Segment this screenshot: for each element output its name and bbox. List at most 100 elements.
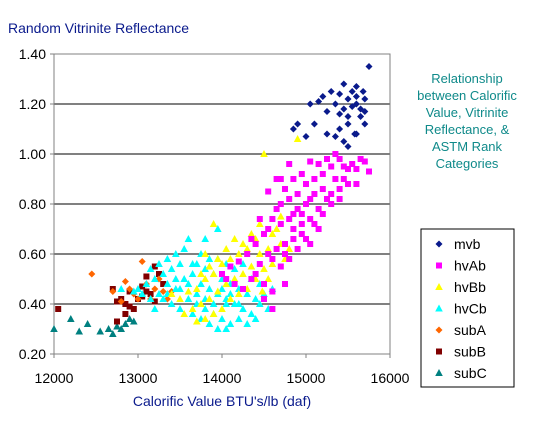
point-mvb [361,108,369,115]
point-hvAb [311,191,318,197]
point-hvBb [218,305,226,312]
point-hvAb [231,281,238,287]
point-hvAb [349,161,356,167]
point-mvb [310,120,318,128]
point-hvBb [188,305,197,312]
point-mvb [344,120,352,128]
point-hvAb [252,271,259,277]
point-hvAb [328,191,335,197]
point-hvCb [176,260,184,267]
point-hvAb [265,188,272,195]
y-tick-label: 0.60 [19,246,46,262]
point-hvCb [188,270,197,277]
point-hvAb [269,288,276,295]
point-hvAb [240,286,246,292]
point-hvAb [340,176,347,182]
point-hvAb [298,231,305,237]
point-hvCb [201,235,209,242]
point-hvAb [294,206,301,212]
point-hvAb [332,176,339,182]
data-points [50,63,373,337]
point-subB [122,311,129,317]
point-mvb [361,120,369,128]
series-hvAb [219,151,372,312]
point-hvBb [293,135,302,142]
point-hvAb [294,246,301,252]
point-hvCb [151,305,159,312]
point-hvBb [214,287,222,295]
point-subB [151,263,158,270]
point-subC [117,325,125,332]
point-subC [125,315,134,322]
point-hvBb [197,300,205,307]
point-mvb [344,143,352,150]
point-hvAb [235,258,242,265]
point-hvCb [117,285,125,292]
legend-marker-hvAb [436,262,442,269]
point-hvCb [235,315,243,322]
point-hvBb [258,287,267,295]
point-hvAb [290,226,297,232]
legend-label-subB: subB [454,344,486,360]
point-hvCb [151,275,159,282]
legend-item-subA: subA [435,322,487,338]
point-hvCb [201,305,209,312]
point-hvCb [163,280,172,287]
point-hvAb [282,186,288,192]
legend-marker-subC [435,369,443,376]
point-mvb [331,100,339,108]
point-hvBb [235,290,243,297]
point-subC [96,327,104,335]
point-hvCb [184,280,193,287]
point-hvAb [256,216,263,222]
point-mvb [323,108,331,115]
point-hvBb [201,315,209,322]
point-hvAb [303,181,309,187]
point-subB [151,298,158,305]
legend-marker-hvCb [435,304,443,312]
legend-label-subC: subC [454,365,487,381]
chart-annotation: Relationship between Calorific Value, Vitr… [417,71,517,171]
legend-label-hvCb: hvCb [454,301,487,317]
point-hvAb [315,206,322,212]
point-hvBb [201,250,209,257]
legend-marker-hvBb [435,283,443,290]
point-hvBb [226,295,235,302]
point-hvAb [345,181,351,187]
point-hvBb [226,255,235,262]
series-subB [55,263,167,325]
point-mvb [352,83,360,90]
point-mvb [340,105,348,113]
legend-marker-subB [436,348,442,355]
point-hvBb [239,270,247,277]
point-mvb [289,125,297,133]
annotation-line: Relationship [431,71,503,86]
point-hvCb [146,265,155,272]
point-hvAb [290,176,297,182]
point-subC [50,325,58,332]
legend-box [420,228,515,388]
point-hvCb [251,315,260,322]
point-hvAb [269,256,276,262]
point-hvAb [319,186,326,192]
point-hvAb [290,211,297,217]
y-tick-label: 0.20 [19,346,46,362]
y-axis-ticks: 0.20 0.40 0.60 0.80 1.00 1.20 1.40 [19,46,54,362]
point-subA [151,285,159,293]
point-hvAb [324,196,330,202]
point-hvAb [261,296,267,302]
point-mvb [357,113,365,120]
point-hvAb [277,263,284,270]
point-subA [159,288,167,295]
point-subA [121,278,129,285]
point-mvb [352,93,360,100]
point-hvAb [227,263,234,270]
point-subB [147,291,154,297]
point-mvb [331,133,339,140]
annotation-line: ASTM Rank [432,139,503,154]
point-hvCb [243,290,251,297]
point-hvCb [188,310,197,317]
point-hvAb [328,163,335,170]
point-hvBb [277,212,285,220]
